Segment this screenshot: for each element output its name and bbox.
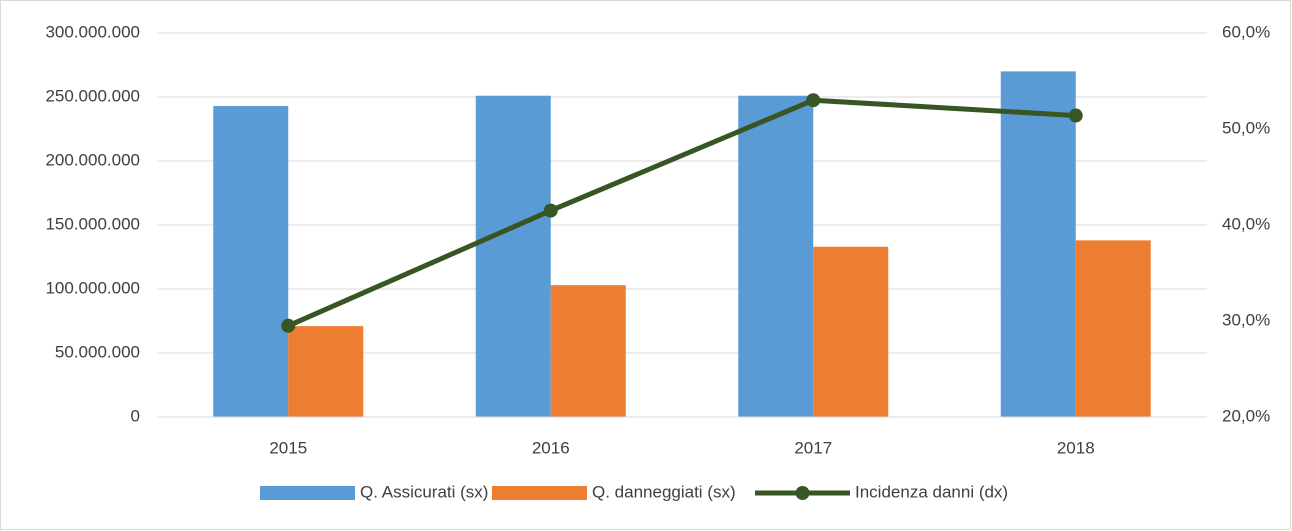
y-tick-label: 200.000.000 [45, 150, 140, 169]
legend-swatch [260, 486, 355, 500]
bar [288, 326, 364, 417]
bar [1075, 240, 1151, 417]
bar [1000, 71, 1076, 418]
legend-marker [795, 486, 810, 500]
legend-label: Incidenza danni (dx) [855, 482, 1008, 501]
legend-swatch [492, 486, 587, 500]
x-tick-label: 2015 [269, 438, 307, 457]
y-tick-label: 50.000.000 [55, 342, 140, 361]
line [287, 97, 1076, 329]
y-tick-label: 300.000.000 [45, 22, 140, 41]
line-marker [1068, 108, 1083, 123]
y-tick-label: 0 [131, 406, 140, 425]
y-tick-label: 250.000.000 [45, 86, 140, 105]
bar [550, 285, 626, 417]
x-tick-label: 2016 [532, 438, 570, 457]
bar [738, 95, 814, 417]
bar [813, 246, 889, 417]
y2-tick-label: 40,0% [1222, 214, 1270, 233]
line-marker [543, 203, 558, 218]
y2-tick-label: 30,0% [1222, 310, 1270, 329]
y-tick-label: 100.000.000 [45, 278, 140, 297]
line-marker [806, 93, 821, 108]
y2-tick-label: 60,0% [1222, 22, 1270, 41]
line-marker [281, 318, 296, 333]
bar [213, 105, 289, 418]
legend-label: Q. Assicurati (sx) [360, 482, 488, 501]
bar [475, 95, 551, 417]
y-tick-label: 150.000.000 [45, 214, 140, 233]
y2-tick-label: 20,0% [1222, 406, 1270, 425]
x-tick-label: 2018 [1057, 438, 1095, 457]
y2-tick-label: 50,0% [1222, 118, 1270, 137]
legend-label: Q. danneggiati (sx) [592, 482, 736, 501]
x-tick-label: 2017 [794, 438, 832, 457]
